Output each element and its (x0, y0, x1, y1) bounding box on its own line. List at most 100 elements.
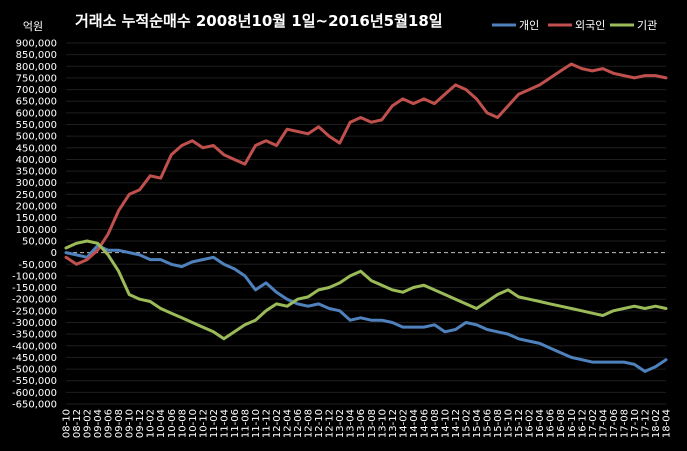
x-tick-label: 09-06 (104, 409, 115, 438)
x-tick-label: 11-02 (209, 409, 220, 438)
x-tick-label: 14-04 (409, 409, 420, 438)
x-tick-label: 13-02 (335, 409, 346, 438)
y-tick-label: -600,000 (12, 388, 57, 399)
y-tick-label: 350,000 (16, 167, 57, 178)
legend-label-1: 개인 (519, 19, 539, 32)
x-tick-label: 11-04 (219, 409, 230, 438)
x-tick-label: 08-10 (62, 409, 73, 438)
x-tick-label: 16-12 (577, 409, 588, 438)
x-tick-label: 14-02 (398, 409, 409, 438)
x-tick-label: 13-12 (388, 409, 399, 438)
x-tick-label: 12-02 (272, 409, 283, 438)
y-tick-label: -450,000 (12, 353, 57, 364)
x-tick-label: 16-04 (535, 409, 546, 438)
x-tick-label: 13-08 (367, 409, 378, 438)
y-tick-label: 750,000 (16, 73, 57, 84)
x-tick-label: 10-04 (156, 409, 167, 438)
x-tick-label: 14-10 (440, 409, 451, 438)
y-tick-label: -650,000 (12, 400, 57, 411)
x-tick-label: 10-12 (198, 409, 209, 438)
x-tick-label: 16-06 (546, 409, 557, 438)
y-tick-label: -550,000 (12, 376, 57, 387)
x-tick-label: 17-08 (619, 409, 630, 438)
x-tick-label: 14-08 (430, 409, 441, 438)
x-tick-label: 15-02 (462, 409, 473, 438)
legend: 개인 외국인 기관 (492, 19, 657, 32)
x-tick-label: 12-10 (314, 409, 325, 438)
y-tick-label: -250,000 (12, 306, 57, 317)
y-tick-label: 400,000 (16, 155, 57, 166)
x-tick-label: 17-02 (588, 409, 599, 438)
x-tick-label: 10-10 (188, 409, 199, 438)
x-tick-label: 17-10 (630, 409, 641, 438)
y-tick-label: 50,000 (22, 236, 57, 247)
x-tick-label: 09-08 (114, 409, 125, 438)
x-tick-label: 16-02 (525, 409, 536, 438)
y-tick-label: -300,000 (12, 318, 57, 329)
x-tick-label: 15-08 (493, 409, 504, 438)
y-tick-label: 250,000 (16, 190, 57, 201)
x-tick-label: 11-10 (251, 409, 262, 438)
x-tick-label: 17-06 (609, 409, 620, 438)
x-tick-label: 14-06 (419, 409, 430, 438)
x-tick-label: 14-12 (451, 409, 462, 438)
y-tick-label: -200,000 (12, 295, 57, 306)
x-axis-tick-labels: 08-10 08-12 09-02 09-04 09-06 09-08 09-10 09-12… (62, 409, 673, 438)
y-tick-label: -150,000 (12, 283, 57, 294)
x-tick-label: 15-10 (504, 409, 515, 438)
y-tick-label: 850,000 (16, 50, 57, 61)
y-tick-label: -400,000 (12, 341, 57, 352)
x-tick-label: 12-12 (325, 409, 336, 438)
y-tick-label: 0 (51, 248, 57, 259)
y-tick-label: 150,000 (16, 213, 57, 224)
x-tick-label: 12-06 (293, 409, 304, 438)
y-tick-label: 550,000 (16, 120, 57, 131)
y-tick-label: 200,000 (16, 202, 57, 213)
y-axis-unit-label: 억원 (23, 20, 43, 33)
x-tick-label: 17-04 (598, 409, 609, 438)
x-tick-label: 13-04 (346, 409, 357, 438)
x-tick-label: 15-06 (483, 409, 494, 438)
y-tick-label: 900,000 (16, 39, 57, 50)
x-tick-label: 10-02 (146, 409, 157, 438)
y-axis-tick-labels: 900,000850,000800,000750,000700,000650,0… (12, 39, 57, 411)
x-tick-label: 11-08 (240, 409, 251, 438)
series-line-3 (64, 239, 668, 341)
x-tick-label: 09-12 (135, 409, 146, 438)
x-tick-label: 15-12 (514, 409, 525, 438)
x-tick-label: 12-04 (283, 409, 294, 438)
x-tick-label: 13-10 (377, 409, 388, 438)
y-tick-label: 650,000 (16, 97, 57, 108)
series-line-2 (64, 62, 668, 266)
x-tick-label: 12-08 (304, 409, 315, 438)
x-tick-label: 10-08 (177, 409, 188, 438)
y-tick-label: -350,000 (12, 330, 57, 341)
x-tick-label: 10-06 (167, 409, 178, 438)
legend-label-3: 기관 (637, 19, 657, 32)
x-tick-label: 13-06 (356, 409, 367, 438)
x-tick-label: 11-12 (262, 409, 273, 438)
series-lines (64, 62, 668, 373)
y-tick-label: -100,000 (12, 271, 57, 282)
series-line-1 (64, 244, 668, 373)
x-tick-label: 16-08 (556, 409, 567, 438)
y-tick-label: 100,000 (16, 225, 57, 236)
y-tick-label: 700,000 (16, 85, 57, 96)
gridlines (66, 42, 666, 405)
y-tick-label: -500,000 (12, 365, 57, 376)
y-tick-label: 450,000 (16, 143, 57, 154)
x-tick-label: 11-06 (230, 409, 241, 438)
y-tick-label: 300,000 (16, 178, 57, 189)
y-tick-label: 600,000 (16, 108, 57, 119)
x-tick-label: 18-04 (662, 409, 673, 438)
chart-title: 거래소 누적순매수 2008년10월 1일~2016년5월18일 (75, 12, 443, 30)
x-tick-label: 09-10 (125, 409, 136, 438)
x-tick-label: 09-04 (93, 409, 104, 438)
y-tick-label: -50,000 (18, 260, 57, 271)
x-tick-label: 15-04 (472, 409, 483, 438)
y-tick-label: 800,000 (16, 62, 57, 73)
x-tick-label: 16-10 (567, 409, 578, 438)
x-tick-label: 09-02 (83, 409, 94, 438)
